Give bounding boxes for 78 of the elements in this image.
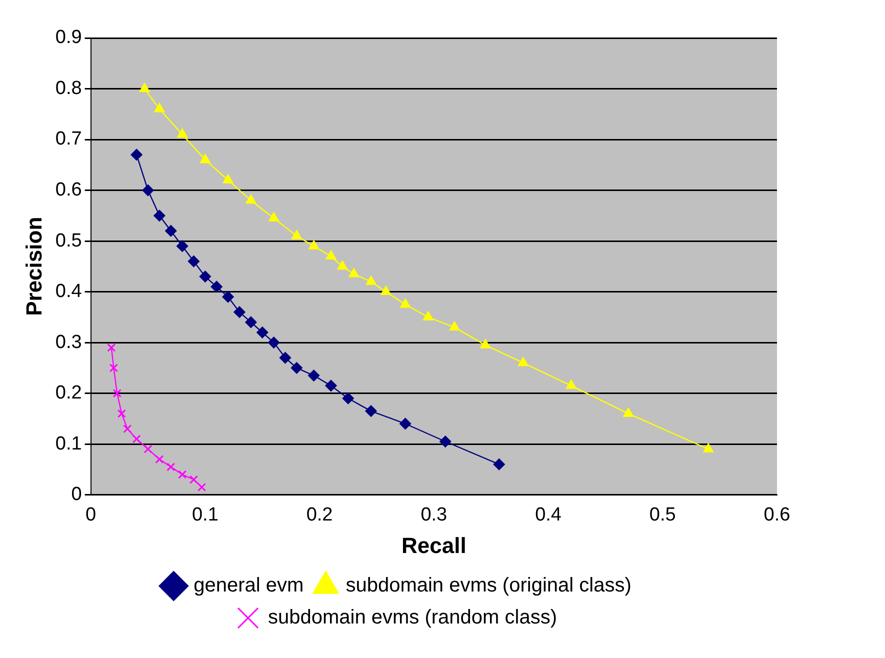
point — [130, 148, 142, 160]
x-tick-label: 0.5 — [649, 504, 676, 526]
point — [337, 260, 348, 270]
x-tick-label: 0.3 — [420, 504, 448, 526]
point — [199, 270, 211, 282]
point — [440, 436, 452, 448]
point — [246, 194, 256, 204]
point — [518, 357, 528, 366]
point — [380, 286, 391, 296]
point — [308, 370, 320, 382]
point — [189, 475, 198, 484]
point — [623, 408, 634, 417]
point — [112, 389, 122, 398]
y-tick-label: 0.4 — [55, 281, 82, 302]
legend-label: subdomain evms (original class) — [346, 574, 632, 597]
y-axis-title: Precision — [21, 216, 46, 316]
legend-label: subdomain evms (random class) — [268, 606, 558, 629]
point — [290, 362, 302, 374]
x-tick-label: 0 — [86, 504, 96, 526]
point — [117, 409, 126, 418]
point — [268, 336, 280, 348]
point — [142, 184, 154, 196]
x-tick-label: 0.1 — [192, 504, 218, 526]
point — [279, 352, 291, 364]
y-tick-label: 0.6 — [55, 180, 82, 200]
x-tick-label: 0.6 — [764, 504, 790, 526]
x-axis-title: Recall — [401, 532, 466, 558]
point — [132, 434, 141, 444]
point — [178, 470, 187, 479]
point — [366, 276, 376, 285]
point — [197, 482, 206, 492]
point — [176, 240, 188, 252]
legend-label: general evm — [194, 574, 304, 597]
point — [325, 380, 337, 392]
point — [245, 316, 257, 328]
point — [400, 418, 412, 430]
point — [234, 306, 246, 318]
point — [155, 454, 164, 464]
point — [154, 210, 166, 222]
point — [449, 322, 460, 331]
point — [342, 392, 354, 404]
point — [222, 291, 234, 303]
point — [165, 225, 177, 237]
point — [256, 326, 268, 338]
y-tick-label: 0.5 — [55, 230, 82, 252]
y-tick-label: 0.3 — [55, 332, 82, 353]
point — [154, 103, 165, 112]
point — [292, 230, 302, 240]
point — [144, 444, 152, 454]
point — [109, 364, 118, 372]
point — [210, 280, 222, 292]
x-tick-label: 0.4 — [535, 504, 562, 526]
y-tick-label: 0.1 — [55, 433, 82, 454]
point — [400, 298, 410, 308]
point — [326, 250, 336, 260]
point — [308, 240, 319, 250]
point — [365, 405, 377, 417]
y-tick-label: 0.7 — [55, 128, 82, 150]
point — [200, 154, 210, 164]
y-tick-label: 0 — [71, 484, 82, 506]
point — [493, 458, 505, 470]
point — [268, 212, 279, 222]
y-tick-label: 0.2 — [55, 382, 82, 404]
y-tick-label: 0.8 — [55, 78, 82, 99]
point — [139, 83, 150, 92]
y-tick-label: 0.9 — [55, 27, 82, 48]
point — [222, 174, 234, 184]
point — [177, 128, 188, 138]
point — [107, 343, 116, 352]
x-tick-label: 0.2 — [306, 504, 333, 526]
point — [348, 268, 359, 278]
point — [703, 443, 714, 452]
point — [166, 462, 176, 472]
point — [188, 256, 200, 268]
point — [423, 311, 434, 320]
point — [566, 380, 576, 389]
point — [123, 424, 132, 434]
point — [480, 339, 490, 348]
